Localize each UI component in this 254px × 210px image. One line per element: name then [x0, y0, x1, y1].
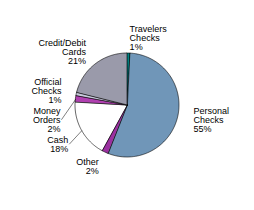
svg-text:TravelersChecks1%: TravelersChecks1%: [130, 24, 168, 52]
svg-text:Other2%: Other2%: [76, 157, 99, 176]
svg-text:OfficialChecks1%: OfficialChecks1%: [32, 77, 63, 105]
svg-text:MoneyOrders2%: MoneyOrders2%: [33, 106, 61, 134]
svg-text:Cash18%: Cash18%: [47, 135, 68, 154]
svg-text:Credit/DebitCards21%: Credit/DebitCards21%: [39, 38, 87, 66]
svg-text:PersonalChecks55%: PersonalChecks55%: [193, 106, 229, 134]
